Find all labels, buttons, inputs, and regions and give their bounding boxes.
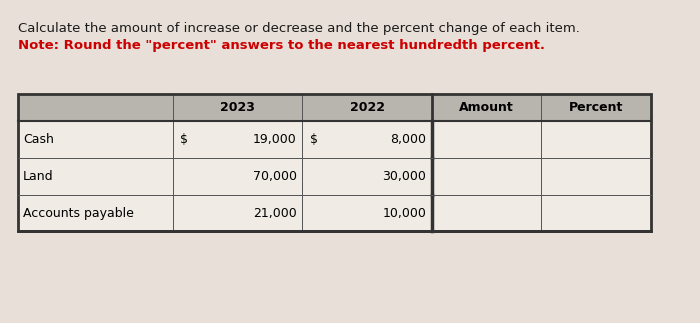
Text: 10,000: 10,000	[382, 206, 426, 220]
Text: 19,000: 19,000	[253, 133, 297, 146]
Text: Note: Round the "percent" answers to the nearest hundredth percent.: Note: Round the "percent" answers to the…	[18, 39, 545, 52]
Bar	[542, 158, 651, 195]
Bar	[302, 94, 432, 121]
Bar	[18, 94, 651, 231]
Text: Cash: Cash	[23, 133, 54, 146]
Text: 8,000: 8,000	[390, 133, 426, 146]
Bar	[18, 94, 173, 121]
Bar	[302, 195, 432, 231]
Bar	[18, 121, 173, 158]
Bar	[18, 158, 173, 195]
Text: 2023: 2023	[220, 101, 255, 114]
Bar	[432, 94, 542, 121]
Bar	[18, 195, 173, 231]
Bar	[432, 158, 542, 195]
Bar	[542, 121, 651, 158]
Bar	[173, 158, 302, 195]
Text: Percent: Percent	[569, 101, 624, 114]
Text: 2022: 2022	[349, 101, 384, 114]
Bar	[432, 121, 542, 158]
Text: Amount: Amount	[459, 101, 514, 114]
Text: 21,000: 21,000	[253, 206, 297, 220]
Text: Land: Land	[23, 170, 54, 183]
Bar	[302, 158, 432, 195]
Bar	[173, 121, 302, 158]
Text: 70,000: 70,000	[253, 170, 297, 183]
Text: Calculate the amount of increase or decrease and the percent change of each item: Calculate the amount of increase or decr…	[18, 22, 580, 35]
Bar	[302, 121, 432, 158]
Text: $: $	[181, 133, 188, 146]
Text: Accounts payable: Accounts payable	[23, 206, 134, 220]
Text: $: $	[310, 133, 318, 146]
Bar	[173, 195, 302, 231]
Bar	[542, 195, 651, 231]
Text: 30,000: 30,000	[382, 170, 426, 183]
Bar	[432, 195, 542, 231]
Bar	[542, 94, 651, 121]
Bar	[173, 94, 302, 121]
